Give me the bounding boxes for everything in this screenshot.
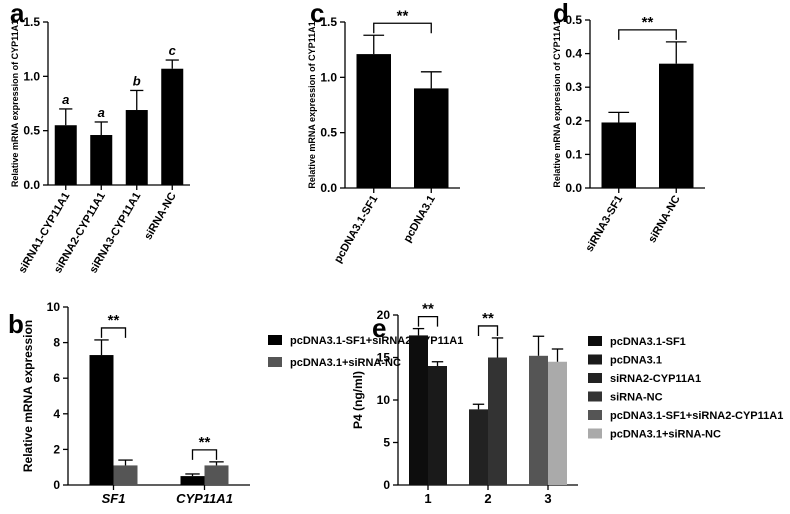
bar bbox=[161, 68, 184, 185]
legend-swatch bbox=[268, 335, 282, 345]
panel-label: c bbox=[310, 0, 324, 28]
y-tick-label: 0 bbox=[53, 478, 60, 492]
x-tick-label: siRNA3-SF1 bbox=[583, 194, 625, 255]
significance-bracket bbox=[618, 29, 677, 40]
legend-swatch bbox=[588, 354, 602, 365]
y-axis-label: Relative mRNA expression of CYP11A1 bbox=[10, 20, 20, 187]
y-tick-label: 0.5 bbox=[23, 124, 40, 138]
bar bbox=[488, 357, 507, 485]
x-tick-label: siRNA-NC bbox=[142, 190, 179, 242]
x-tick-label: pcDNA3.1 bbox=[401, 194, 437, 245]
panel-label: d bbox=[553, 0, 569, 28]
panel-label: e bbox=[372, 313, 386, 343]
y-tick-label: 2 bbox=[53, 442, 60, 456]
y-axis-label: P4 (ng/ml) bbox=[351, 371, 365, 429]
bar bbox=[89, 355, 114, 485]
significance-label: ** bbox=[482, 310, 494, 327]
y-axis-label: Relative mRNA expression of CYP11A1 bbox=[552, 20, 562, 187]
y-tick-label: 6 bbox=[53, 371, 60, 385]
significance-label: ** bbox=[422, 301, 434, 318]
bar bbox=[548, 361, 567, 485]
y-tick-label: 15 bbox=[377, 351, 391, 365]
y-tick-label: 1.0 bbox=[23, 69, 40, 83]
x-tick-label: siRNA-NC bbox=[646, 193, 683, 245]
significance-label: ** bbox=[397, 7, 409, 24]
y-tick-label: 0.0 bbox=[23, 178, 40, 192]
bar bbox=[356, 54, 391, 188]
bar-annotation: a bbox=[98, 105, 105, 120]
y-tick-label: 1.0 bbox=[320, 70, 337, 84]
y-tick-label: 0.2 bbox=[565, 114, 582, 128]
y-tick-label: 0.5 bbox=[320, 126, 337, 140]
legend-label: pcDNA3.1-SF1+siRNA2-CYP11A1 bbox=[610, 410, 783, 422]
bar bbox=[659, 63, 694, 188]
y-tick-label: 0.1 bbox=[565, 147, 582, 161]
significance-label: ** bbox=[199, 434, 211, 451]
y-tick-label: 0.4 bbox=[565, 47, 582, 61]
bar bbox=[428, 366, 447, 485]
bar bbox=[125, 110, 148, 185]
y-axis-label: Relative mRNA expression bbox=[21, 320, 35, 472]
y-tick-label: 0 bbox=[383, 478, 390, 492]
significance-label: ** bbox=[108, 312, 120, 329]
significance-bracket bbox=[417, 315, 439, 327]
y-tick-label: 0.5 bbox=[565, 13, 582, 27]
legend-swatch bbox=[588, 373, 602, 383]
significance-bracket bbox=[100, 327, 127, 338]
bar-annotation: a bbox=[62, 92, 69, 107]
panel-label: a bbox=[10, 0, 25, 28]
legend-swatch bbox=[588, 410, 602, 420]
legend-label: siRNA-NC bbox=[610, 392, 663, 404]
significance-label: ** bbox=[642, 14, 654, 31]
bar-annotation: c bbox=[169, 43, 177, 58]
y-tick-label: 8 bbox=[53, 336, 60, 350]
panel-label: b bbox=[8, 309, 24, 339]
y-tick-label: 1.5 bbox=[320, 15, 337, 29]
legend-label: pcDNA3.1-SF1 bbox=[610, 336, 686, 348]
legend-swatch bbox=[268, 357, 282, 367]
legend-swatch bbox=[588, 428, 602, 439]
bar-annotation: b bbox=[133, 73, 141, 88]
bar bbox=[113, 465, 138, 485]
x-tick-label: CYP11A1 bbox=[176, 491, 233, 506]
significance-bracket bbox=[191, 449, 218, 460]
y-tick-label: 20 bbox=[377, 308, 391, 322]
x-tick-label: pcDNA3.1-SF1 bbox=[332, 194, 380, 266]
x-tick-label: 1 bbox=[424, 491, 431, 506]
x-tick-label: 3 bbox=[544, 491, 551, 506]
y-axis-label: Relative mRNA expression of CYP11A1 bbox=[307, 21, 317, 188]
x-tick-label: SF1 bbox=[102, 491, 126, 506]
y-tick-label: 0.3 bbox=[565, 80, 582, 94]
y-tick-label: 4 bbox=[53, 407, 60, 421]
y-tick-label: 10 bbox=[377, 393, 391, 407]
bar bbox=[204, 465, 229, 485]
legend-swatch bbox=[588, 336, 602, 346]
bar bbox=[414, 88, 449, 188]
significance-bracket bbox=[477, 325, 499, 336]
legend-label: pcDNA3.1+siRNA-NC bbox=[610, 429, 721, 441]
bar bbox=[601, 122, 636, 188]
bar bbox=[54, 125, 77, 185]
y-tick-label: 10 bbox=[47, 300, 61, 314]
x-tick-label: 2 bbox=[484, 491, 491, 506]
bar bbox=[90, 135, 113, 185]
legend-swatch bbox=[588, 391, 602, 402]
y-tick-label: 0.0 bbox=[320, 181, 337, 195]
bar bbox=[469, 409, 488, 485]
bar bbox=[409, 335, 428, 485]
legend-label: pcDNA3.1 bbox=[610, 355, 662, 367]
y-tick-label: 5 bbox=[383, 436, 390, 450]
y-tick-label: 1.5 bbox=[23, 15, 40, 29]
legend-label: pcDNA3.1+siRNA-NC bbox=[290, 357, 401, 369]
bar bbox=[529, 355, 548, 485]
y-tick-label: 0.0 bbox=[565, 181, 582, 195]
bar bbox=[180, 476, 205, 485]
legend-label: siRNA2-CYP11A1 bbox=[610, 373, 701, 385]
significance-bracket bbox=[373, 22, 432, 34]
